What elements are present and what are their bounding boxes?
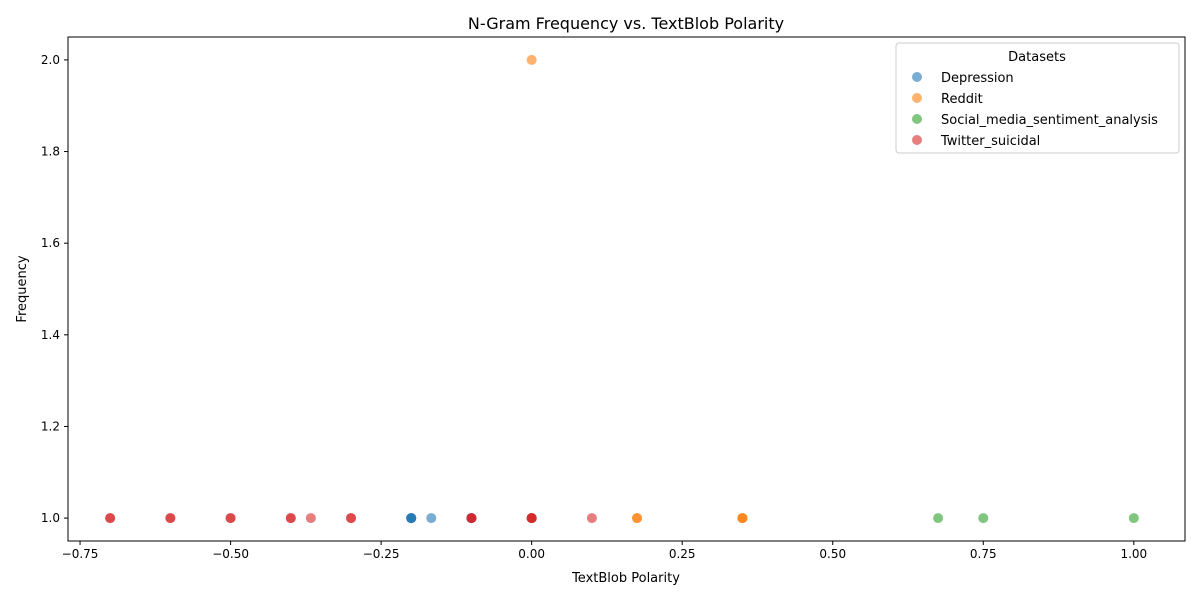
data-point (305, 513, 316, 524)
y-tick-label: 1.2 (41, 419, 60, 433)
series-social_media_sentiment_analysis (933, 513, 1139, 524)
legend-label: Depression (941, 71, 1014, 86)
y-tick-label: 1.4 (41, 328, 60, 342)
data-point (105, 513, 116, 524)
data-point (1128, 513, 1139, 524)
data-point (978, 513, 989, 524)
data-point (526, 54, 537, 65)
x-tick-label: −0.50 (212, 547, 249, 561)
data-point (466, 513, 477, 524)
y-axis: 1.0 1.2 1.4 1.6 1.8 2.0 (41, 53, 68, 525)
x-tick-label: −0.25 (363, 547, 400, 561)
data-point (586, 513, 597, 524)
series-reddit (526, 54, 748, 524)
legend-label: Reddit (941, 92, 983, 107)
data-point (526, 513, 537, 524)
legend-box (895, 42, 1180, 154)
data-point (346, 513, 357, 524)
x-tick-label: 0.75 (970, 547, 997, 561)
data-point (165, 513, 176, 524)
x-tick-label: 1.00 (1120, 547, 1147, 561)
legend-label: Social_media_sentiment_analysis (941, 113, 1158, 128)
points-layer (105, 54, 1139, 524)
legend-label: Twitter_suicidal (940, 134, 1040, 149)
legend-title: Datasets (1008, 50, 1066, 65)
x-tick-label: 0.00 (518, 547, 545, 561)
x-axis-label: TextBlob Polarity (571, 571, 680, 586)
y-tick-label: 1.6 (41, 236, 60, 250)
data-point (426, 513, 437, 524)
data-point (737, 513, 748, 524)
y-tick-label: 1.0 (41, 511, 60, 525)
data-point (406, 513, 417, 524)
x-axis: −0.75 −0.50 −0.25 0.00 0.25 0.50 0.75 1.00 (62, 541, 1147, 561)
series-twitter_suicidal (105, 513, 597, 524)
x-tick-label: 0.25 (669, 547, 696, 561)
legend-marker (912, 72, 922, 82)
legend-item: Social_media_sentiment_analysis (912, 113, 1158, 128)
legend-marker (912, 93, 922, 103)
plot-frame (67, 36, 1186, 542)
data-point (632, 513, 643, 524)
x-tick-label: −0.75 (62, 547, 99, 561)
y-axis-label: Frequency (15, 255, 30, 322)
y-tick-label: 2.0 (41, 53, 60, 67)
legend-item: Twitter_suicidal (912, 134, 1040, 149)
y-tick-label: 1.8 (41, 145, 60, 159)
x-tick-label: 0.50 (819, 547, 846, 561)
chart-title: N-Gram Frequency vs. TextBlob Polarity (468, 14, 784, 33)
legend: Datasets Depression Reddit Social_media_se… (895, 42, 1180, 154)
data-point (285, 513, 296, 524)
legend-item: Reddit (912, 92, 983, 107)
data-point (225, 513, 236, 524)
legend-marker (912, 135, 922, 145)
legend-marker (912, 114, 922, 124)
data-point (933, 513, 944, 524)
legend-item: Depression (912, 71, 1014, 86)
